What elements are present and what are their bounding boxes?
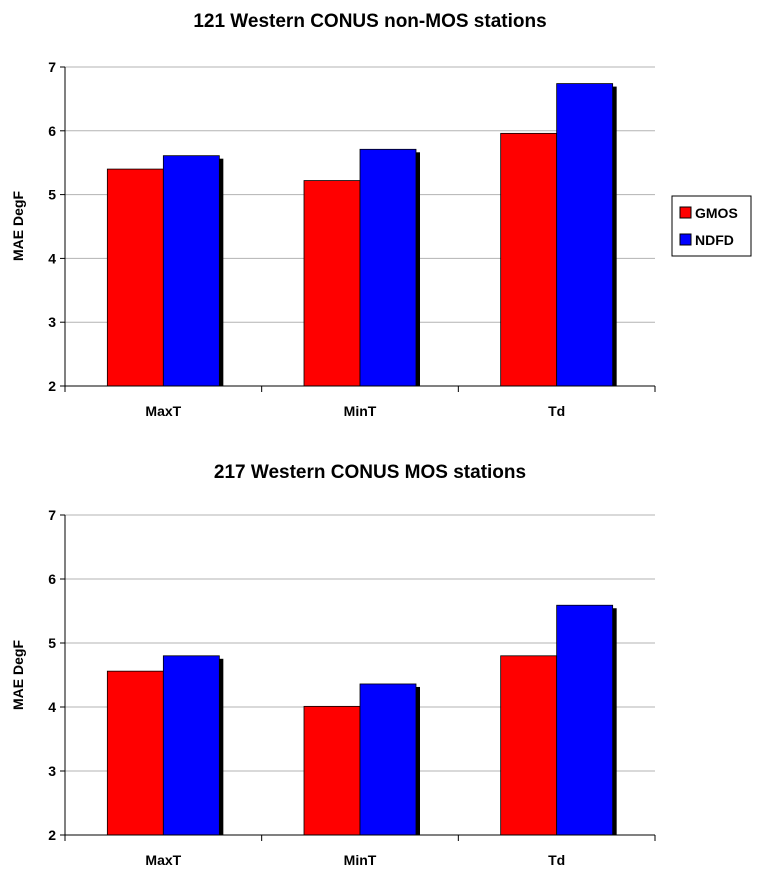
bar-gmos-maxt bbox=[106, 670, 164, 836]
legend-label-gmos: GMOS bbox=[695, 205, 738, 221]
chart-2-y-axis-label: MAE DegF bbox=[10, 640, 26, 710]
x-tick-label: MaxT bbox=[145, 403, 181, 419]
legend-swatch-gmos bbox=[679, 206, 692, 219]
y-tick-label: 2 bbox=[48, 378, 56, 394]
chart-2: 217 Western CONUS MOS stations MAE DegF … bbox=[10, 462, 656, 868]
y-tick-label: 3 bbox=[48, 314, 56, 330]
bar-gmos-mint bbox=[303, 705, 361, 836]
chart-1: 121 Western CONUS non-MOS stations MAE D… bbox=[10, 11, 656, 419]
x-tick-label: MaxT bbox=[145, 852, 181, 868]
chart-1-axes bbox=[60, 66, 656, 392]
bar-ndfd-maxt bbox=[162, 655, 220, 836]
chart-2-bars bbox=[106, 604, 617, 836]
y-tick-label: 4 bbox=[48, 250, 56, 266]
bar-gmos-td bbox=[500, 132, 558, 387]
y-tick-label: 7 bbox=[48, 59, 56, 75]
x-tick-label: MinT bbox=[344, 403, 377, 419]
y-tick-label: 5 bbox=[48, 187, 56, 203]
chart-1-title: 121 Western CONUS non-MOS stations bbox=[193, 11, 546, 32]
x-tick-label: Td bbox=[548, 852, 565, 868]
legend-swatch-ndfd bbox=[679, 233, 692, 246]
chart-1-y-tick-labels: 2 3 4 5 6 7 bbox=[48, 59, 56, 394]
bar-ndfd-mint bbox=[359, 148, 417, 387]
chart-2-axes bbox=[60, 514, 656, 841]
chart-1-x-tick-labels: MaxT MinT Td bbox=[145, 403, 565, 419]
y-tick-label: 4 bbox=[48, 699, 56, 715]
y-tick-label: 6 bbox=[48, 571, 56, 587]
y-tick-label: 6 bbox=[48, 123, 56, 139]
chart-2-y-tick-labels: 2 3 4 5 6 7 bbox=[48, 507, 56, 843]
chart-2-x-tick-labels: MaxT MinT Td bbox=[145, 852, 565, 868]
chart-1-y-axis-label: MAE DegF bbox=[10, 191, 26, 261]
y-tick-label: 3 bbox=[48, 763, 56, 779]
bar-ndfd-maxt bbox=[162, 155, 220, 387]
y-tick-label: 5 bbox=[48, 635, 56, 651]
bar-ndfd-td bbox=[556, 604, 614, 836]
legend-box bbox=[671, 195, 752, 257]
bar-gmos-maxt bbox=[106, 168, 164, 387]
chart-1-bars bbox=[106, 83, 617, 387]
bar-gmos-mint bbox=[303, 180, 361, 387]
legend: GMOS NDFD bbox=[671, 195, 752, 257]
bar-gmos-td bbox=[500, 655, 558, 836]
x-tick-label: MinT bbox=[344, 852, 377, 868]
y-tick-label: 7 bbox=[48, 507, 56, 523]
bar-ndfd-mint bbox=[359, 683, 417, 836]
x-tick-label: Td bbox=[548, 403, 565, 419]
legend-label-ndfd: NDFD bbox=[695, 232, 734, 248]
chart-2-title: 217 Western CONUS MOS stations bbox=[214, 462, 526, 483]
bar-ndfd-td bbox=[556, 83, 614, 387]
y-tick-label: 2 bbox=[48, 827, 56, 843]
